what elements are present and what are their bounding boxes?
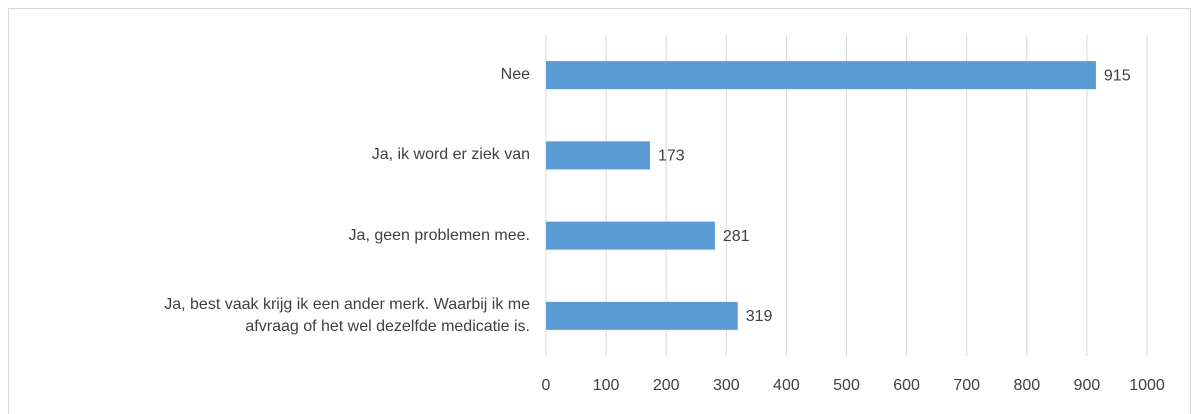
x-tick-label: 600 [893,377,920,394]
x-tick-label: 300 [713,377,740,394]
x-tick-label: 400 [773,377,800,394]
x-tick-label: 0 [542,377,551,394]
category-label: Nee [500,66,530,84]
category-label: Ja, ik word er ziek van [371,146,530,164]
x-tick-label: 500 [833,377,860,394]
category-label: Ja, geen problemen mee. [348,226,530,244]
bar [546,301,738,330]
category-label: Ja, best vaak krijg ik een ander merk. W… [164,295,530,335]
x-tick-label: 200 [653,377,680,394]
x-tick-label: 1000 [1129,377,1165,394]
bar [546,221,715,250]
value-label: 319 [746,308,773,325]
value-label: 915 [1104,67,1131,84]
chart-frame [8,8,1191,414]
bar [546,61,1096,90]
value-label: 173 [658,148,685,165]
bar [546,141,650,170]
x-tick-label: 100 [593,377,620,394]
x-tick-label: 700 [953,377,980,394]
x-tick-label: 800 [1013,377,1040,394]
x-tick-label: 900 [1074,377,1101,394]
value-label: 281 [723,228,750,245]
